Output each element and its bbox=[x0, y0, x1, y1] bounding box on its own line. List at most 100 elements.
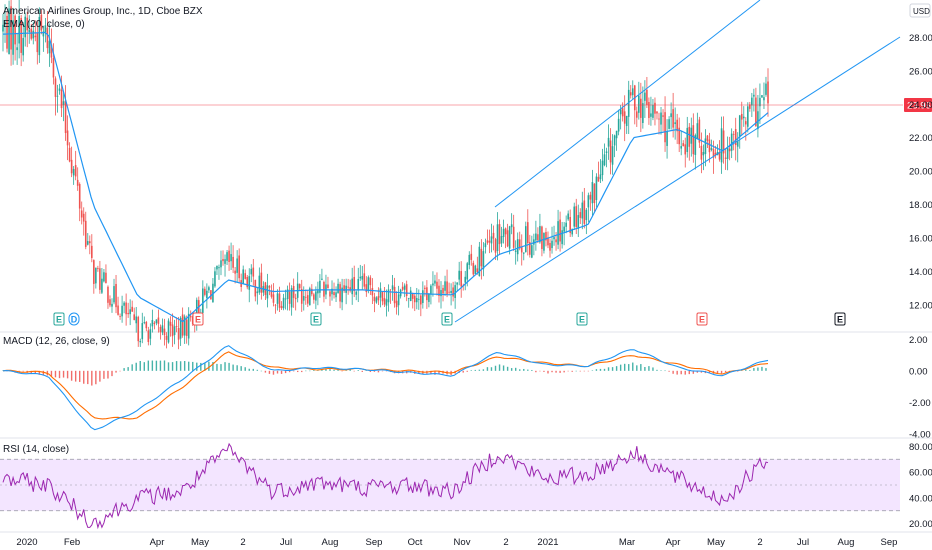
candle-body bbox=[583, 200, 586, 224]
candle-body bbox=[274, 304, 277, 306]
candle-body bbox=[40, 14, 43, 31]
candle-body bbox=[216, 265, 218, 270]
candle-body bbox=[599, 174, 602, 180]
candle-body bbox=[117, 305, 119, 315]
event-badge-text: E bbox=[56, 315, 62, 325]
candle-body bbox=[298, 284, 301, 289]
candle-body bbox=[664, 112, 666, 143]
earnings-marker[interactable]: E bbox=[834, 312, 846, 326]
candle-body bbox=[474, 265, 477, 274]
earnings-marker[interactable]: E bbox=[192, 312, 204, 326]
earnings-marker[interactable]: E bbox=[696, 312, 708, 326]
candle-body bbox=[56, 95, 59, 97]
candle-body bbox=[520, 247, 523, 253]
macd-histogram-bar bbox=[430, 370, 432, 375]
candle-body bbox=[284, 298, 287, 300]
macd-histogram-bar bbox=[373, 370, 376, 372]
macd-histogram-bar bbox=[603, 368, 606, 371]
candle-body bbox=[143, 322, 146, 323]
candle-body bbox=[676, 119, 678, 132]
dividend-marker[interactable]: D bbox=[68, 312, 80, 326]
candle-body bbox=[70, 159, 73, 174]
candle-body bbox=[615, 130, 618, 139]
macd-histogram-bar bbox=[676, 370, 678, 375]
last-price-label: 23.96 bbox=[907, 100, 931, 111]
candle-body bbox=[331, 288, 333, 295]
macd-histogram-bar bbox=[325, 368, 327, 371]
macd-histogram-bar bbox=[607, 367, 610, 371]
event-badge-text: E bbox=[195, 315, 201, 325]
candle-body bbox=[339, 284, 341, 302]
candle-body bbox=[450, 290, 452, 293]
candle-body bbox=[115, 283, 117, 308]
candle-body bbox=[323, 281, 325, 297]
macd-histogram-bar bbox=[127, 367, 129, 371]
macd-histogram-bar bbox=[171, 362, 174, 371]
candle-body bbox=[724, 157, 727, 159]
macd-axis-tick: -4.00 bbox=[909, 429, 931, 440]
macd-histogram-bar bbox=[563, 370, 565, 373]
candle-body bbox=[537, 234, 539, 241]
macd-histogram-bar bbox=[628, 364, 630, 371]
x-axis-tick: 2020 bbox=[16, 537, 37, 548]
candle-body bbox=[543, 233, 545, 251]
candle-body bbox=[280, 306, 283, 309]
candle-body bbox=[141, 323, 144, 340]
earnings-marker[interactable]: E bbox=[576, 312, 588, 326]
candle-body bbox=[137, 316, 140, 342]
macd-histogram-bar bbox=[636, 365, 638, 371]
candle-body bbox=[696, 123, 699, 139]
candle-body bbox=[579, 212, 582, 218]
x-axis-tick: Jul bbox=[280, 537, 292, 548]
candle-body bbox=[611, 146, 614, 165]
candle-body bbox=[488, 240, 491, 243]
candle-body bbox=[535, 233, 537, 241]
candle-body bbox=[28, 29, 31, 33]
macd-histogram-bar bbox=[527, 369, 529, 371]
candle-body bbox=[220, 260, 222, 268]
candle-body bbox=[646, 89, 648, 105]
candle-body bbox=[272, 294, 275, 303]
candle-body bbox=[621, 108, 624, 117]
macd-histogram-bar bbox=[595, 369, 598, 371]
candle-body bbox=[18, 16, 20, 44]
candle-body bbox=[179, 317, 182, 339]
candle-body bbox=[171, 324, 174, 337]
macd-histogram-bar bbox=[462, 370, 464, 373]
candle-body bbox=[668, 119, 670, 129]
candle-body bbox=[601, 160, 604, 176]
earnings-marker[interactable]: E bbox=[53, 312, 65, 326]
macd-histogram-bar bbox=[167, 362, 170, 371]
candle-body bbox=[631, 88, 634, 96]
macd-histogram-bar bbox=[700, 370, 703, 373]
candle-body bbox=[361, 275, 364, 280]
macd-histogram-bar bbox=[183, 361, 186, 371]
ema-line bbox=[2, 31, 769, 323]
candle-body bbox=[131, 306, 133, 312]
candle-body bbox=[617, 118, 620, 132]
candle-body bbox=[613, 135, 616, 146]
candle-body bbox=[502, 228, 505, 238]
macd-histogram-bar bbox=[240, 366, 242, 371]
macd-histogram-bar bbox=[264, 370, 267, 373]
candle-body bbox=[333, 292, 335, 296]
candle-body bbox=[153, 322, 156, 325]
candle-body bbox=[765, 83, 767, 95]
candle-body bbox=[161, 325, 164, 333]
macd-histogram-bar bbox=[551, 370, 553, 373]
candle-body bbox=[373, 296, 376, 302]
earnings-marker[interactable]: E bbox=[310, 312, 322, 326]
candle-body bbox=[105, 272, 107, 284]
macd-histogram-bar bbox=[58, 370, 61, 379]
candle-body bbox=[565, 222, 567, 227]
candle-body bbox=[409, 290, 412, 302]
macd-histogram-bar bbox=[87, 370, 89, 385]
channel-upper-line bbox=[494, 0, 761, 208]
candle-body bbox=[363, 273, 366, 287]
candle-body bbox=[662, 115, 664, 117]
candle-body bbox=[561, 230, 563, 245]
macd-histogram-bar bbox=[74, 370, 77, 382]
earnings-marker[interactable]: E bbox=[441, 312, 453, 326]
